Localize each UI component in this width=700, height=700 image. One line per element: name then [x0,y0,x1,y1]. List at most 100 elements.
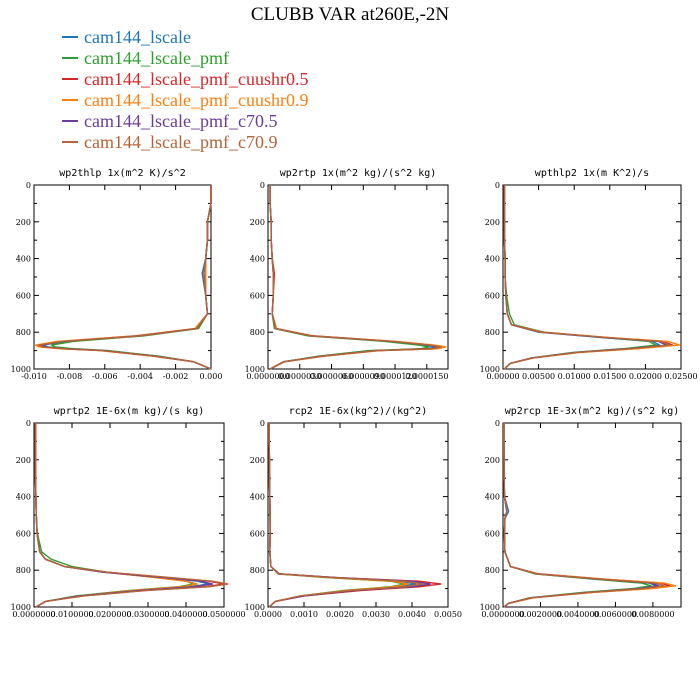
x-tick-label: -0.010 [21,372,47,381]
series-line-cam144_lscale_pmf_c70-9 [34,423,229,608]
y-tick-label: 1000 [480,603,500,612]
legend: cam144_lscale cam144_lscale_pmf cam144_l… [62,27,308,153]
y-tick-label: 1000 [245,365,265,374]
x-tick-label: -0.008 [57,372,83,381]
x-tick-label: -0.002 [163,372,189,381]
y-tick-label: 200 [485,456,500,465]
y-tick-label: 0 [260,181,265,190]
y-tick-label: 400 [485,255,500,264]
y-tick-label: 1000 [11,603,31,612]
chart-panel-2: wp2rtp 1x(m^2 kg)/(s^2 kg) 0 200 400 600 800 1… [245,168,449,381]
legend-swatch [62,140,78,143]
panel-title: wprtp2 1E-6x(m kg)/(s kg) [54,406,205,417]
y-tick-label: 0 [26,419,31,428]
y-tick-label: 800 [250,328,265,337]
legend-label: cam144_lscale_pmf_c70.9 [84,132,278,152]
legend-swatch [62,98,78,101]
series-line-cam144_lscale [268,423,417,608]
series-line-cam144_lscale_pmf_c70-9 [503,423,665,608]
panel-title: rcp2 1E-6x(kg^2)/(kg^2) [289,406,427,417]
y-tick-label: 400 [250,255,265,264]
y-tick-label: 600 [250,529,265,538]
series-line-cam144_lscale [269,185,436,370]
panel-title: wp2rtp 1x(m^2 kg)/(s^2 kg) [280,168,437,179]
x-tick-label: 0.01000 [558,372,591,381]
x-tick-label: 0.0000000 [246,372,289,381]
y-tick-label: 200 [485,218,500,227]
y-tick-label: 1000 [480,365,500,374]
x-tick-label: 0.0000000 [12,610,55,619]
series-line-cam144_lscale_pmf_c70-9 [503,185,671,370]
x-tick-label: 0.0100000 [50,610,93,619]
series-line-cam144_lscale_pmf_cuushr0-5 [503,423,671,608]
series-line-cam144_lscale_pmf_c70-5 [503,423,660,608]
y-tick-label: 800 [16,566,31,575]
x-tick-label: 0.0000150 [405,372,448,381]
legend-item: cam144_lscale_pmf [62,48,308,69]
legend-item: cam144_lscale [62,27,308,48]
y-tick-label: 400 [485,493,500,502]
legend-label: cam144_lscale [84,27,191,47]
panel-title: wp2rcp 1E-3x(m^2 kg)/(s^2 kg) [505,406,680,417]
x-tick-label: 0.0050 [434,610,462,619]
x-tick-label: -0.006 [92,372,118,381]
x-tick-label: 0.0000090 [342,372,385,381]
figure-title: CLUBB VAR at260E,-2N [250,4,450,25]
x-tick-label: 0.02000 [629,372,662,381]
x-tick-label: 0.0010 [290,610,318,619]
x-tick-label: 0.0020 [326,610,354,619]
legend-item: cam144_lscale_pmf_c70.5 [62,111,308,132]
series-line-cam144_lscale [503,185,661,370]
x-tick-label: 0.0020000 [519,610,562,619]
y-tick-label: 200 [16,456,31,465]
x-tick-label: -0.004 [127,372,153,381]
legend-swatch [62,77,78,80]
x-tick-label: 0.0400000 [164,610,207,619]
x-tick-label: 0.0200000 [88,610,131,619]
x-tick-label: 0.0040000 [556,610,599,619]
series-line-cam144_lscale_pmf_cuushr0-5 [269,185,444,370]
series-line-cam144_lscale_pmf [503,185,657,370]
panel-title: wpthlp2 1x(m K^2)/s [535,168,649,179]
legend-swatch [62,35,78,38]
x-tick-label: 0.01500 [593,372,626,381]
legend-item: cam144_lscale_pmf_cuushr0.9 [62,90,308,111]
series-line-cam144_lscale_pmf [269,185,430,370]
chart-panel-4: wprtp2 1E-6x(m kg)/(s kg) 0 200 400 600 800 10… [11,406,246,619]
series-line-cam144_lscale_pmf_c70-5 [269,185,440,370]
series-line-cam144_lscale_pmf_c70-9 [268,423,424,608]
y-tick-label: 1000 [245,603,265,612]
y-tick-label: 600 [250,291,265,300]
y-tick-label: 800 [250,566,265,575]
series-line-cam144_lscale_pmf_cuushr0-9 [269,185,447,370]
y-tick-label: 1000 [11,365,31,374]
series-line-cam144_lscale_pmf_c70-9 [269,185,442,370]
series-line-cam144_lscale_pmf [51,185,212,370]
x-tick-label: 0.0040 [398,610,426,619]
series-line-cam144_lscale_pmf_cuushr0-9 [34,423,199,608]
x-tick-label: 0.02500 [664,372,697,381]
x-tick-label: 0.00000 [486,372,519,381]
x-tick-label: 0.0300000 [126,610,169,619]
x-tick-label: 0.0060000 [594,610,637,619]
chart-panel-1: wp2thlp 1x(m^2 K)/s^202004006008001000-0… [11,168,223,381]
y-tick-label: 0 [260,419,265,428]
y-tick-label: 800 [485,566,500,575]
x-tick-label: 0.0000030 [278,372,321,381]
legend-swatch [62,56,78,59]
legend-item: cam144_lscale_pmf_cuushr0.5 [62,69,308,90]
series-line-cam144_lscale_pmf [503,423,652,608]
chart-panel-3: wpthlp2 1x(m K^2)/s020040060080010000.00… [480,168,698,381]
x-tick-label: 0.0030 [362,610,390,619]
y-tick-label: 400 [16,255,31,264]
legend-item: cam144_lscale_pmf_c70.9 [62,132,308,153]
series-line-cam144_lscale_pmf_c70-9 [38,185,212,370]
legend-label: cam144_lscale_pmf_cuushr0.5 [84,69,309,89]
y-tick-label: 600 [485,529,500,538]
x-tick-label: 0.0000000 [481,610,524,619]
x-tick-label: 0.0000120 [373,372,416,381]
y-tick-label: 600 [16,529,31,538]
y-tick-label: 400 [250,493,265,502]
x-tick-label: 0.0000060 [310,372,353,381]
x-tick-label: 0.0080000 [631,610,674,619]
